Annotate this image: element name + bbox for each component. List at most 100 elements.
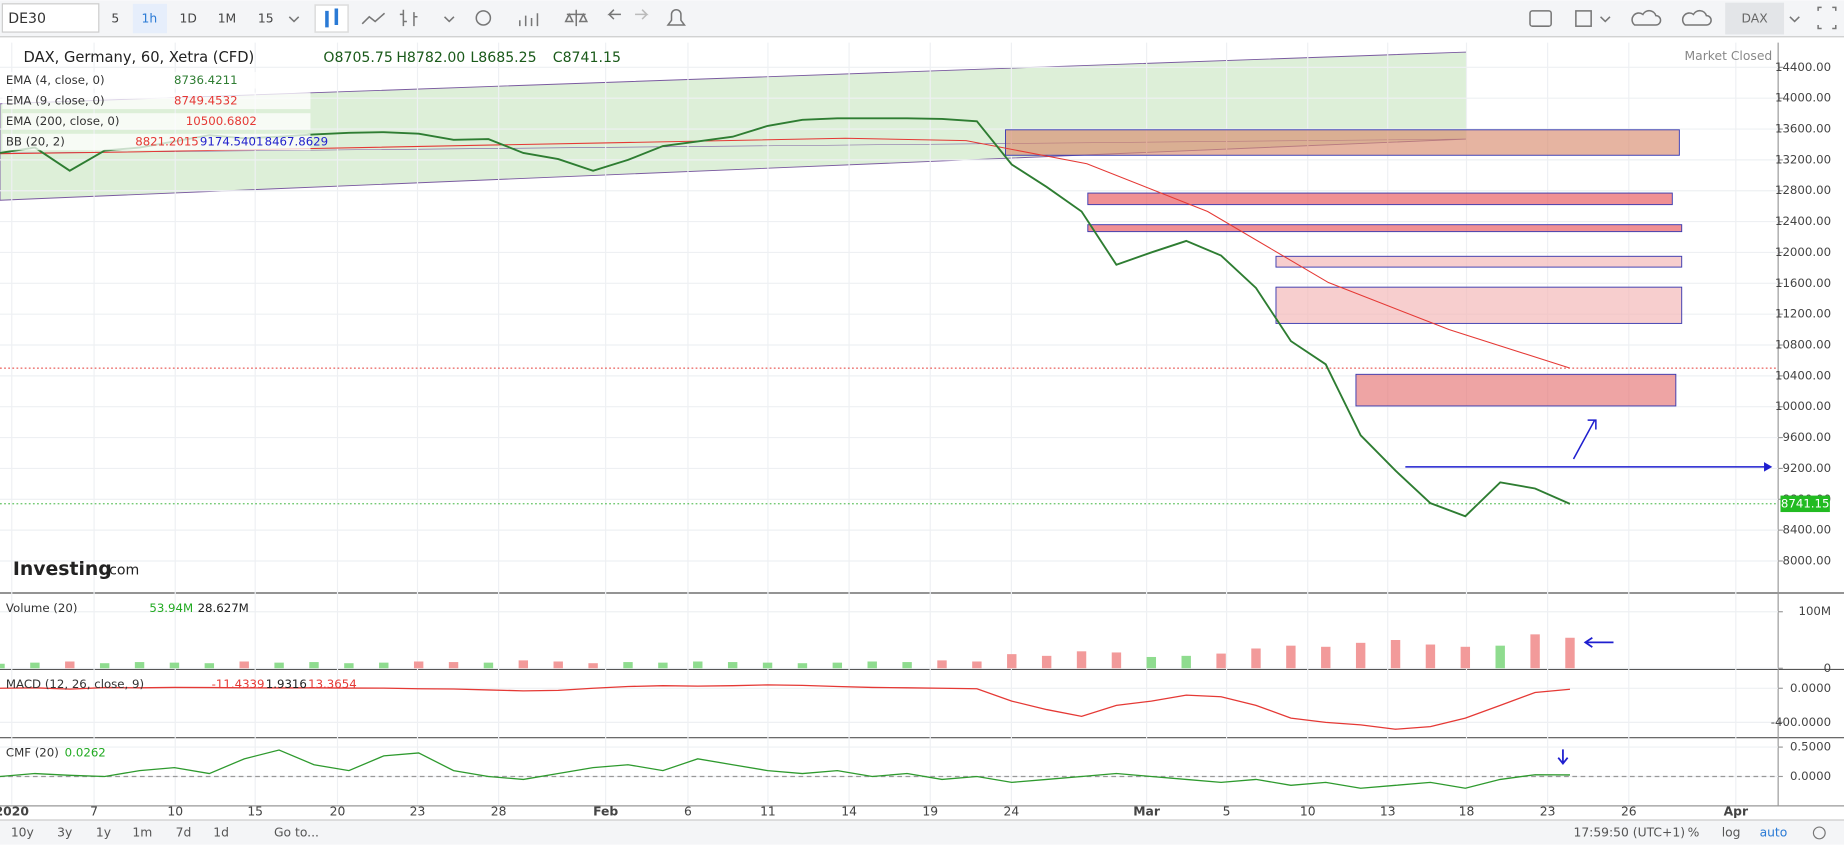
y-tick-label: 12000.00 <box>1775 245 1831 259</box>
x-tick-label: 5 <box>1223 804 1231 818</box>
x-tick-label: 19 <box>922 804 938 818</box>
indicator-reading: 10500.6802 <box>186 114 257 128</box>
volume-bar <box>169 662 180 669</box>
settings-icon[interactable] <box>1812 826 1826 840</box>
y-tick-label: 0.0000 <box>1790 681 1831 695</box>
cloud-download[interactable] <box>1631 9 1662 26</box>
interval-button[interactable]: 15 <box>258 12 274 26</box>
compare-icon[interactable] <box>564 9 589 27</box>
y-tick-label: 12800.00 <box>1775 183 1831 197</box>
volume-bar <box>553 661 563 669</box>
alert-icon[interactable] <box>666 9 686 26</box>
volume-bar <box>1355 642 1366 669</box>
x-tick-label: 14 <box>841 804 857 818</box>
range-button[interactable]: 1m <box>132 825 152 839</box>
volume-bar <box>518 660 529 669</box>
camera-icon[interactable] <box>1529 10 1552 27</box>
x-tick-label: 10 <box>167 804 183 818</box>
goto-button[interactable]: Go to... <box>274 825 319 839</box>
panel-title: CMF (20) <box>6 745 59 759</box>
y-tick-label: 8400.00 <box>1782 523 1831 537</box>
range-button[interactable]: 1d <box>213 825 229 839</box>
indicator-name: EMA (9, close, 0) <box>6 93 105 107</box>
y-tick-label: 14400.00 <box>1775 60 1831 74</box>
symbol-button[interactable] <box>1725 2 1785 35</box>
indicator-reading: 8467.8629 <box>265 135 329 149</box>
interval-button[interactable]: 5 <box>111 12 119 26</box>
y-tick-label: 11600.00 <box>1775 276 1831 290</box>
bar-icon[interactable] <box>399 9 418 27</box>
scale-option[interactable]: log <box>1722 825 1741 839</box>
volume-bar <box>658 662 668 669</box>
caret[interactable] <box>1789 16 1800 23</box>
y-tick-label: 100M <box>1798 604 1831 618</box>
x-tick-label: 7 <box>90 804 98 818</box>
indicator-reading: 8736.4211 <box>174 73 238 87</box>
volume-bar <box>727 662 738 669</box>
color-icon[interactable] <box>1575 10 1592 27</box>
range-button[interactable]: 10y <box>11 825 34 839</box>
range-button[interactable]: 1y <box>96 825 111 839</box>
last-price-label: 8741.15 <box>1781 496 1830 510</box>
interval-button[interactable]: 1h <box>142 12 158 26</box>
undo-icon[interactable] <box>607 9 621 20</box>
settings-icon[interactable] <box>475 10 492 26</box>
market-status: Market Closed <box>1685 49 1773 63</box>
candle-button[interactable] <box>314 4 349 33</box>
line-icon[interactable] <box>361 12 386 25</box>
x-tick-label: 10 <box>1300 804 1316 818</box>
x-tick-label: 23 <box>1540 804 1556 818</box>
volume-bar <box>1495 645 1505 669</box>
ohlc-value: L8685.25 <box>470 50 536 66</box>
y-tick-label: 10400.00 <box>1775 368 1831 382</box>
x-tick-label: 20 <box>330 804 346 818</box>
volume-bar <box>1181 655 1191 669</box>
interval-button[interactable]: 1D <box>179 12 196 26</box>
range-button[interactable]: 3y <box>57 825 72 839</box>
volume-bar <box>623 662 633 669</box>
last-price-tag <box>1780 495 1830 513</box>
indicator-name: EMA (200, close, 0) <box>6 114 120 128</box>
redo-icon[interactable] <box>635 9 649 20</box>
indicator-reading: 9174.5401 <box>200 135 264 149</box>
y-tick-label: 12400.00 <box>1775 214 1831 228</box>
indicator-line <box>0 749 1570 789</box>
volume-bar <box>1321 646 1331 669</box>
caret[interactable] <box>1600 16 1611 23</box>
volume-bar <box>1076 651 1087 669</box>
indicator-icon[interactable] <box>519 13 539 27</box>
cloud-upload[interactable] <box>1681 9 1712 26</box>
volume-bar <box>1565 637 1575 669</box>
volume-bar <box>902 662 912 669</box>
scale-option[interactable]: % <box>1688 825 1700 839</box>
candle-icon <box>325 8 339 28</box>
range-button[interactable]: 7d <box>176 825 192 839</box>
x-tick-label: 15 <box>247 804 263 818</box>
volume-bar <box>1530 634 1540 669</box>
instrument-title: DAX, Germany, 60, Xetra (CFD) <box>24 49 255 66</box>
panel-reading: 13.3654 <box>308 677 357 691</box>
volume-bar <box>762 662 773 669</box>
caret[interactable] <box>443 16 455 23</box>
panel-title: Volume (20) <box>6 601 78 615</box>
volume-bar <box>344 663 354 669</box>
volume-bar <box>1146 656 1157 669</box>
y-tick-label: 13200.00 <box>1775 152 1831 166</box>
volume-bar <box>588 663 598 669</box>
caret[interactable] <box>288 16 300 23</box>
volume-bar <box>1216 653 1226 669</box>
fullscreen-icon[interactable] <box>1817 6 1837 30</box>
supply-zone <box>1275 286 1683 324</box>
legend-background <box>2 133 311 151</box>
interval-button[interactable]: 1M <box>218 12 236 26</box>
volume-bar <box>99 663 110 669</box>
supply-zone <box>1355 373 1677 407</box>
level-arrowhead <box>1764 462 1773 472</box>
volume-bar <box>1007 654 1017 669</box>
symbol-input[interactable] <box>1 3 100 33</box>
panel-reading: -11.4339 <box>212 677 265 691</box>
supply-zone <box>1087 224 1683 233</box>
scale-option[interactable]: auto <box>1760 825 1788 839</box>
volume-bar <box>1251 648 1261 669</box>
y-tick-label: 14000.00 <box>1775 91 1831 105</box>
